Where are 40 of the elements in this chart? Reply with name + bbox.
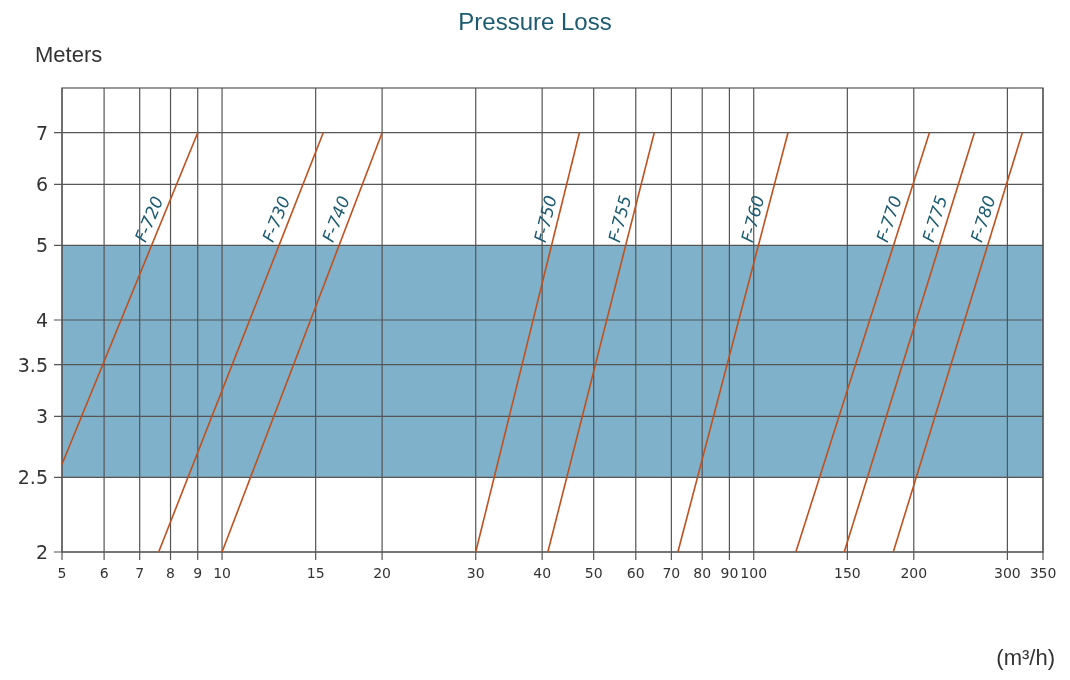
text: F-740 [318, 193, 354, 245]
x-tick-label: 100 [740, 565, 768, 581]
x-tick-label: 40 [533, 565, 552, 581]
x-tick-label: 60 [626, 565, 645, 581]
text: F-780 [966, 193, 1000, 245]
x-tick-label: 6 [99, 565, 109, 581]
y-tick-label: 3 [35, 405, 48, 428]
x-tick-label: 7 [135, 565, 145, 581]
x-tick-label: 200 [900, 565, 928, 581]
x-tick-label: 8 [166, 565, 175, 581]
y-tick-label: 6 [35, 173, 48, 196]
x-tick-label: 5 [57, 565, 67, 581]
x-tick-label: 15 [306, 565, 325, 581]
text: F-770 [872, 193, 906, 245]
x-tick-label: 9 [193, 565, 203, 581]
x-axis-title: (m³/h) [996, 645, 1055, 670]
x-tick-label: 20 [373, 565, 392, 581]
x-tick-label: 80 [693, 565, 712, 581]
x-tick-label: 90 [720, 565, 739, 581]
y-axis-title: Meters [35, 42, 103, 67]
x-tick-label: 350 [1029, 565, 1057, 581]
text: F-760 [736, 193, 769, 245]
y-tick-label: 2 [35, 541, 48, 563]
y-tick-label: 2.5 [17, 466, 48, 489]
y-tick-label: 4 [35, 309, 48, 331]
text: F-755 [604, 193, 636, 245]
x-tick-label: 150 [833, 565, 861, 581]
text: F-730 [258, 193, 295, 245]
y-tick-label: 5 [35, 234, 48, 257]
chart-title: Pressure Loss [458, 8, 612, 35]
x-tick-label: 50 [584, 565, 603, 581]
y-tick-label: 7 [35, 121, 48, 144]
text: F-720 [130, 193, 168, 245]
x-tick-label: 300 [994, 565, 1021, 581]
x-tick-label: 30 [466, 565, 485, 581]
text: F-775 [918, 193, 952, 245]
y-tick-label: 3.5 [17, 353, 48, 376]
text: F-750 [530, 193, 561, 245]
x-tick-label: 70 [662, 565, 681, 581]
x-tick-label: 10 [213, 565, 231, 581]
